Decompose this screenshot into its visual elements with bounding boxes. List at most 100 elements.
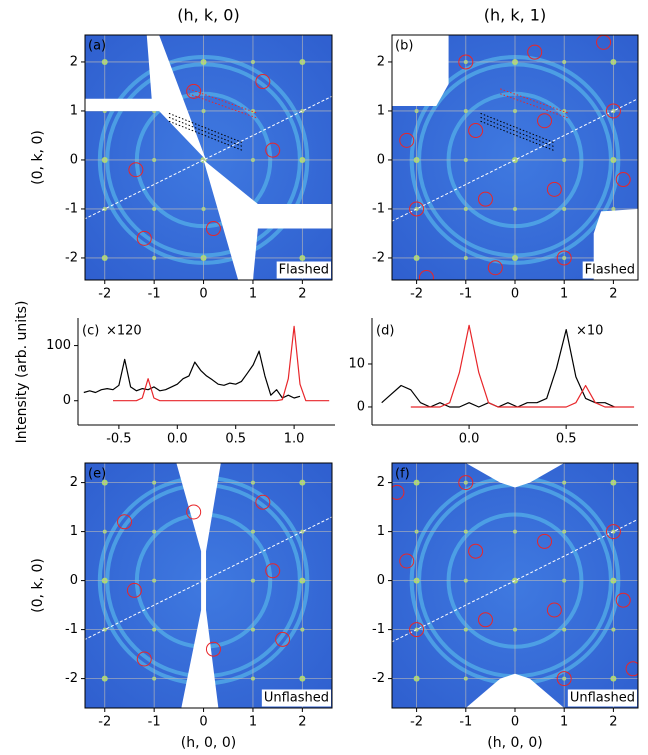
column-title: (h, k, 0) — [177, 6, 239, 25]
annotation: Flashed — [279, 263, 329, 278]
x-tick-label: 1 — [249, 715, 257, 730]
y-axis-label: (0, k, 0) — [30, 130, 46, 185]
panel-label: (d) — [376, 324, 394, 339]
y-tick-label: -2 — [372, 250, 385, 265]
marked-peak — [537, 113, 553, 129]
y-tick-label: -1 — [65, 201, 78, 216]
marked-peak — [458, 475, 474, 491]
intensity-line — [410, 324, 635, 408]
panel-label: (e) — [88, 467, 106, 482]
annotation: Unflashed — [570, 691, 635, 706]
x-tick-label: 1.0 — [284, 432, 305, 447]
marked-peak — [255, 494, 271, 510]
x-tick-label: 1 — [249, 287, 257, 302]
diffraction-map — [85, 35, 332, 280]
marked-peak — [205, 221, 221, 237]
marked-peak — [615, 172, 631, 188]
y-tick-label: 2 — [70, 475, 78, 490]
marked-peak — [205, 641, 221, 657]
marked-peak — [265, 142, 281, 158]
x-tick-label: -2 — [98, 715, 111, 730]
panel: Flashed (a) -2 -1 0 1 2 -2 -1 0 1 2 (h, k, 0) (0, k, … — [30, 6, 333, 302]
y-tick-label: 1 — [377, 103, 385, 118]
x-tick-label: 2 — [609, 715, 617, 730]
x-tick-label: -2 — [98, 287, 111, 302]
x-tick-label: 1 — [560, 715, 568, 730]
x-tick-label: -1 — [459, 715, 472, 730]
marked-peak — [556, 671, 572, 687]
marked-peak — [392, 484, 405, 500]
annotation: Unflashed — [264, 691, 329, 706]
diffraction-map — [85, 463, 332, 708]
marked-peak — [477, 191, 493, 207]
marked-peak — [399, 132, 415, 148]
y-axis-label: (0, k, 0) — [30, 558, 46, 613]
y-tick-label: 0 — [377, 573, 385, 588]
marked-peak — [186, 83, 202, 99]
no-data-mask — [465, 463, 565, 488]
panel-label: (b) — [395, 39, 413, 54]
cut-direction — [392, 518, 638, 643]
marked-peak — [418, 270, 434, 280]
marked-peak — [477, 612, 493, 628]
y-tick-label: 0 — [377, 152, 385, 167]
marked-peak — [126, 582, 142, 598]
y-tick-label: 10 — [348, 356, 365, 371]
marked-peak — [527, 44, 543, 60]
x-tick-label: 0 — [511, 287, 519, 302]
marked-peak — [556, 250, 572, 266]
marked-peak — [605, 524, 621, 540]
frame — [84, 462, 333, 709]
panel-label: (f) — [395, 467, 410, 482]
marked-peak — [117, 514, 133, 530]
marked-peak — [458, 54, 474, 70]
annotation-background — [582, 261, 637, 279]
cut-guide — [168, 116, 244, 148]
y-tick-label: -2 — [372, 671, 385, 686]
x-tick-label: 2 — [298, 715, 306, 730]
x-tick-label: 0 — [199, 287, 207, 302]
marked-peak — [625, 661, 638, 677]
x-tick-label: -1 — [148, 715, 161, 730]
panel: (d) ×10 0.0 0.5 0 10 — [348, 318, 638, 447]
x-tick-label: -0.5 — [106, 432, 131, 447]
marked-peak — [275, 631, 291, 647]
x-tick-label: 0.0 — [167, 432, 188, 447]
annotation-background — [276, 261, 331, 279]
y-tick-label: 1 — [377, 524, 385, 539]
marked-peak — [537, 533, 553, 549]
marked-peak — [409, 622, 425, 638]
no-data-mask — [176, 463, 221, 708]
cut-guide — [480, 112, 555, 144]
x-tick-label: 2 — [609, 287, 617, 302]
annotation: ×10 — [576, 324, 603, 339]
diffraction-map — [392, 35, 638, 280]
x-axis-label: (h, 0, 0) — [487, 735, 542, 751]
cut-guide — [500, 88, 570, 114]
y-tick-label: -1 — [65, 622, 78, 637]
x-tick-label: 0.5 — [556, 432, 577, 447]
no-data-mask — [392, 35, 449, 107]
y-tick-label: 0 — [70, 573, 78, 588]
annotation: ×120 — [106, 324, 142, 339]
cut-guide — [480, 120, 555, 152]
y-tick-label: -2 — [65, 671, 78, 686]
marked-peak — [399, 553, 415, 569]
cut-direction — [85, 516, 332, 640]
cut-guide — [500, 93, 570, 119]
panel-label: (a) — [88, 39, 106, 54]
y-tick-label: 2 — [377, 54, 385, 69]
marked-peak — [546, 602, 562, 618]
panel: Unflashed (e) -2 -1 0 1 2 -2 -1 0 1 2 (h, 0, 0) (0, k… — [30, 462, 333, 751]
marked-peak — [265, 563, 281, 579]
y-tick-label: 1 — [70, 524, 78, 539]
annotation-background — [261, 689, 331, 707]
marked-peak — [409, 201, 425, 217]
cut-guide — [168, 112, 244, 144]
x-tick-label: 0.0 — [459, 432, 480, 447]
x-tick-label: 0 — [511, 715, 519, 730]
cut-direction — [85, 95, 332, 220]
y-tick-label: 0 — [70, 152, 78, 167]
x-tick-label: -1 — [148, 287, 161, 302]
